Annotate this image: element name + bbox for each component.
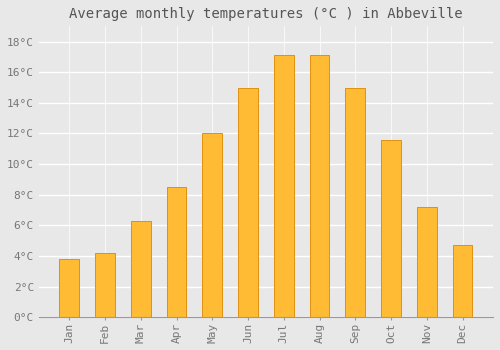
- Bar: [310, 55, 330, 317]
- Bar: [381, 140, 401, 317]
- Bar: [131, 221, 150, 317]
- Bar: [60, 259, 79, 317]
- Bar: [166, 187, 186, 317]
- Title: Average monthly temperatures (°C ) in Abbeville: Average monthly temperatures (°C ) in Ab…: [69, 7, 462, 21]
- Bar: [238, 88, 258, 317]
- Bar: [95, 253, 115, 317]
- Bar: [417, 207, 436, 317]
- Bar: [274, 55, 293, 317]
- Bar: [346, 88, 365, 317]
- Bar: [202, 133, 222, 317]
- Bar: [452, 245, 472, 317]
